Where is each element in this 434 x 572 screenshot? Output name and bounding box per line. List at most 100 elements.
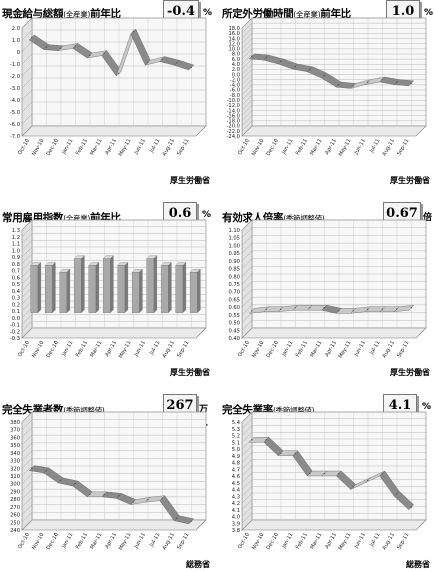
data-point: [410, 82, 412, 84]
grid-depth-line: [21, 427, 33, 438]
bar: [59, 272, 68, 313]
grid-depth-line: [241, 486, 253, 497]
y-tick-label: 3.8: [232, 528, 240, 534]
value-unit: %: [202, 210, 212, 220]
data-point: [118, 72, 120, 75]
x-tick-label: May-11: [118, 340, 133, 360]
x-tick-label: Apr-11: [324, 138, 338, 156]
data-point: [74, 45, 76, 47]
y-tick-label: 260: [10, 513, 20, 519]
x-tick-label: Jun-11: [353, 138, 367, 156]
grid-depth-line: [241, 100, 253, 111]
y-tick-label: -1.0: [10, 62, 20, 68]
data-point: [294, 452, 296, 454]
grid-depth-line: [21, 458, 33, 469]
grid-depth-line: [21, 442, 33, 453]
y-tick-label: 4.1: [232, 508, 240, 514]
grid-depth-line: [241, 479, 253, 490]
bar: [44, 265, 53, 313]
data-point: [352, 310, 354, 312]
line-ribbon-segment: [393, 79, 415, 87]
grid-depth-line: [21, 113, 33, 125]
bar-side: [66, 268, 71, 314]
grid-depth-line: [241, 327, 253, 339]
bar-side: [139, 268, 143, 314]
x-tick-label: Nov-10: [31, 138, 45, 157]
y-tick-label: -6.0: [10, 122, 20, 128]
data-point: [352, 85, 354, 87]
chart-employment-index: 1.31.21.11.00.90.80.70.60.50.40.30.20.10…: [10, 219, 207, 360]
y-tick-label: 6.0: [232, 57, 240, 63]
source-label: 厚生労働省: [390, 368, 430, 377]
y-tick-label: 4.3: [232, 494, 240, 500]
grid-depth-line: [21, 29, 33, 41]
data-point: [251, 310, 253, 312]
data-point: [176, 62, 178, 64]
x-tick-label: Feb-11: [75, 138, 89, 156]
y-tick-label: 0.80: [228, 274, 240, 280]
grid-depth-line: [241, 17, 253, 29]
grid-depth-line: [241, 519, 253, 531]
source-label: 厚生労働省: [170, 368, 210, 377]
grid-depth-line: [241, 273, 253, 285]
x-tick-label: Apr-11: [324, 340, 338, 358]
y-tick-label: 1.1: [12, 242, 20, 248]
bar: [175, 265, 184, 313]
x-tick-label: Aug-11: [381, 532, 396, 551]
bar-side: [153, 255, 158, 314]
line-ribbon-segment: [393, 305, 415, 312]
grid-depth-line: [21, 273, 33, 285]
data-point: [265, 439, 267, 441]
y-tick-label: 10.0: [228, 47, 240, 53]
x-tick-label: Dec-10: [46, 532, 60, 551]
x-tick-label: Aug-11: [381, 340, 396, 359]
x-tick-label: Nov-10: [251, 532, 265, 551]
x-tick-label: Oct-10: [237, 138, 251, 156]
bar: [117, 265, 126, 313]
grid-depth-line: [241, 258, 253, 269]
grid-depth-line: [241, 452, 253, 463]
y-tick-label: 0.4: [12, 289, 21, 295]
y-tick-label: -24.0: [227, 134, 240, 140]
grid-depth-line: [241, 492, 253, 504]
x-tick-label: Mar-11: [89, 138, 103, 157]
grid-depth-line: [21, 411, 33, 423]
y-tick-label: 1.3: [12, 228, 20, 234]
grid-depth-line: [241, 23, 253, 34]
grid-depth-line: [241, 235, 253, 246]
y-tick-label: 340: [10, 451, 20, 457]
data-point: [280, 60, 282, 63]
chart-floor: [241, 327, 427, 339]
bar: [189, 272, 198, 313]
grid-depth-line: [241, 69, 253, 80]
y-tick-label: 0.3: [12, 296, 20, 302]
data-point: [147, 62, 149, 64]
y-tick-label: 18.0: [228, 26, 240, 32]
x-tick-label: Dec-10: [266, 340, 280, 359]
y-tick-label: -18.0: [227, 119, 240, 125]
grid-depth-line: [21, 287, 33, 298]
line-ribbon-segment: [393, 491, 415, 510]
chart-job-openings-ratio: 1.10 1.051.00 0.95 0.90 0.850.80 0.75 0.700.65…: [228, 219, 427, 360]
grid-depth-line: [241, 513, 253, 524]
x-tick-label: Jan-11: [61, 532, 75, 550]
y-tick-label: -0.1: [10, 323, 20, 329]
y-tick-label: 290: [10, 489, 20, 495]
x-tick-label: Jan-11: [61, 138, 75, 156]
y-tick-label: 5.2: [232, 434, 240, 440]
y-tick-label: 0.50: [228, 321, 240, 327]
grid-depth-line: [241, 115, 253, 126]
y-tick-label: -3.0: [10, 86, 20, 92]
grid-depth-line: [21, 260, 33, 271]
grid-depth-line: [241, 281, 253, 292]
grid-depth-line: [241, 38, 253, 49]
grid-depth-line: [21, 240, 33, 251]
grid-depth-line: [241, 438, 253, 450]
x-tick-label: Oct-10: [237, 532, 251, 550]
x-tick-label: Apr-11: [104, 532, 118, 550]
x-tick-label: May-11: [338, 138, 353, 158]
y-tick-label: 1.00: [228, 243, 240, 249]
data-point: [31, 467, 33, 469]
y-tick-label: 350: [10, 443, 20, 449]
grid-depth-line: [241, 33, 253, 44]
